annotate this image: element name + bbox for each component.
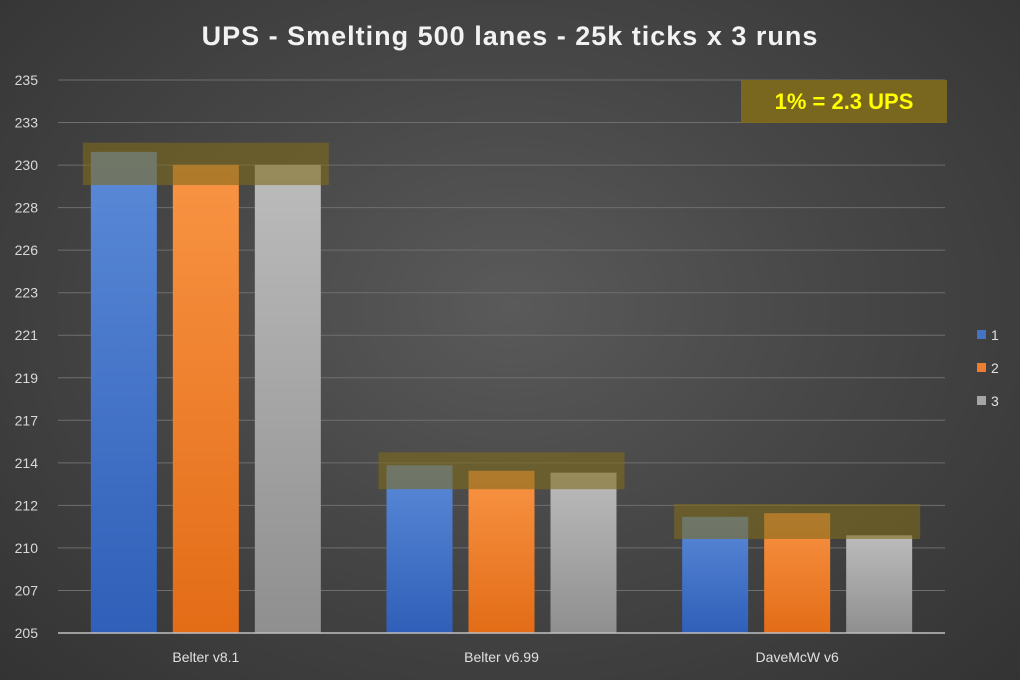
y-axis-ticks: 205 207 210 212 214 217 219 221 223 226 228 230 233 2… [15, 72, 39, 641]
y-tick-label: 205 [15, 625, 39, 641]
y-tick-label: 221 [15, 327, 39, 343]
x-tick-label: Belter v8.1 [172, 649, 239, 665]
bar [846, 535, 913, 633]
highlight-band [674, 503, 921, 539]
y-tick-label: 223 [15, 285, 39, 301]
y-tick-label: 235 [15, 72, 39, 88]
highlight-bands [82, 142, 921, 539]
annotation-box [741, 80, 947, 123]
legend-label: 1 [991, 327, 999, 343]
y-tick-label: 217 [15, 412, 39, 428]
y-tick-label: 219 [15, 370, 39, 386]
y-tick-label: 212 [15, 497, 39, 513]
y-tick-label: 210 [15, 540, 39, 556]
legend-swatch [977, 363, 986, 372]
bars [90, 151, 913, 633]
bar [254, 164, 321, 633]
highlight-band [82, 142, 329, 186]
y-tick-label: 207 [15, 582, 39, 598]
bar [550, 472, 617, 633]
annotation-text: 1% = 2.3 UPS [775, 89, 914, 114]
highlight-band [378, 452, 625, 490]
bar [386, 465, 453, 633]
x-axis: Belter v8.1 Belter v6.99 DaveMcW v6 [58, 632, 945, 665]
legend-swatch [977, 330, 986, 339]
legend: 1 2 3 [977, 327, 999, 409]
chart-title: UPS - Smelting 500 lanes - 25k ticks x 3… [202, 21, 819, 51]
annotation: 1% = 2.3 UPS [741, 80, 947, 123]
bar [468, 470, 535, 633]
bar [90, 151, 157, 633]
legend-label: 2 [991, 360, 999, 376]
x-tick-label: Belter v6.99 [464, 649, 539, 665]
bar [172, 164, 239, 633]
legend-swatch [977, 396, 986, 405]
y-tick-label: 228 [15, 200, 39, 216]
y-tick-label: 233 [15, 115, 39, 131]
y-tick-label: 230 [15, 157, 39, 173]
y-tick-label: 214 [15, 455, 39, 471]
legend-label: 3 [991, 393, 999, 409]
x-tick-label: DaveMcW v6 [756, 649, 839, 665]
y-tick-label: 226 [15, 242, 39, 258]
